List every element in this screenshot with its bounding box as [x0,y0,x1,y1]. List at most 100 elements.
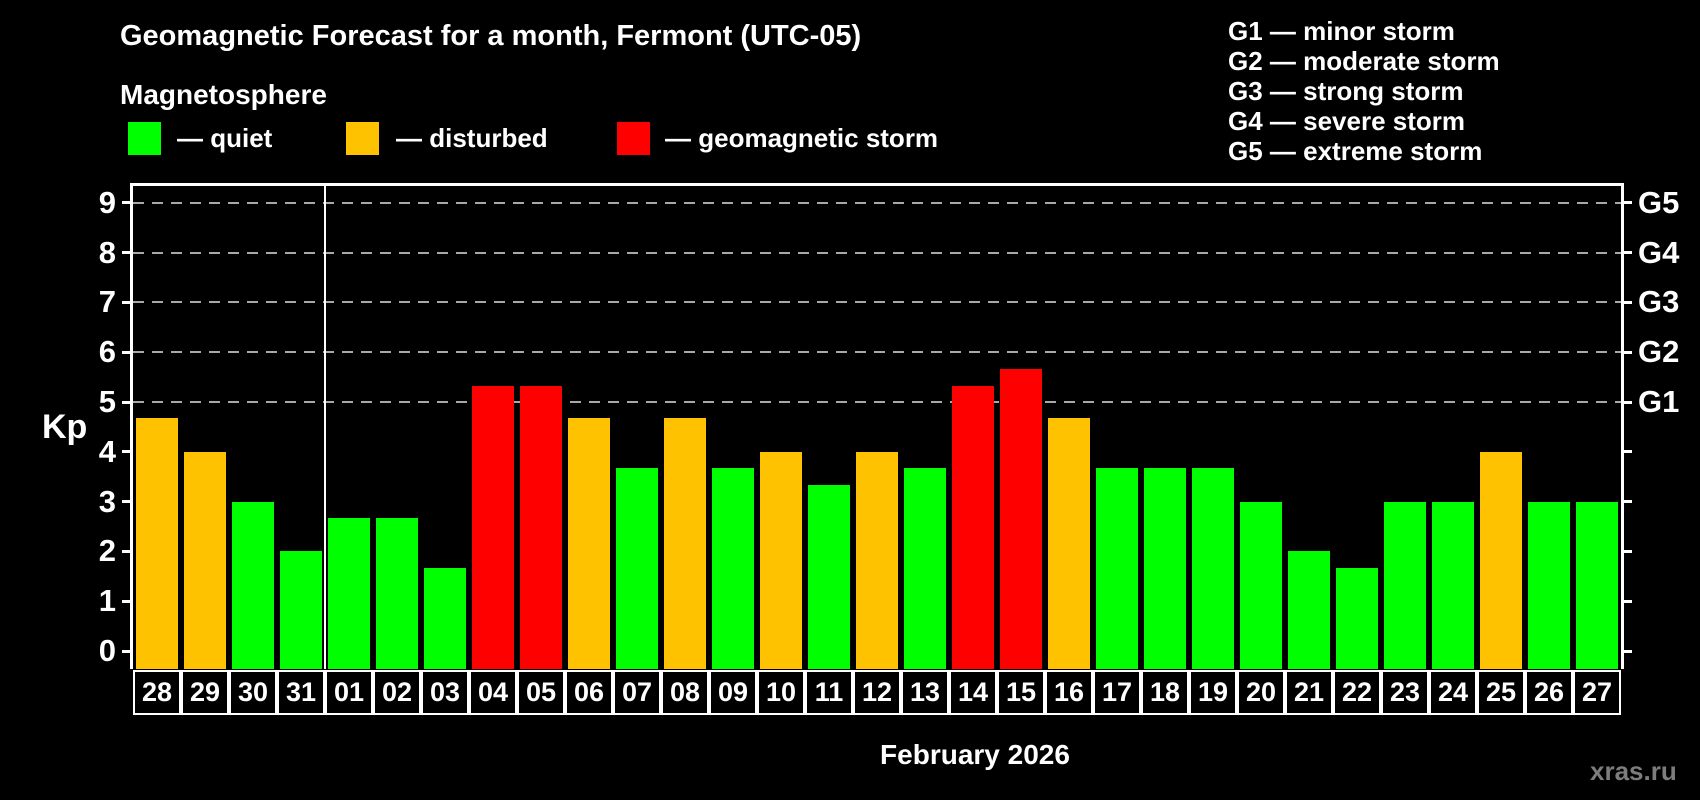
storm-scale-line-g2: G2 — moderate storm [1228,46,1500,76]
xras-watermark: xras.ru [1590,756,1677,786]
y-axis-tick [122,201,130,205]
kp-bar [280,551,322,669]
kp-bar [1384,501,1426,669]
y-axis-tick [122,599,130,603]
kp-bar [1144,468,1186,669]
date-cell: 28 [133,670,181,715]
right-axis-tick [1624,599,1632,603]
y-axis-tick [122,400,130,404]
date-cell: 23 [1381,670,1429,715]
y-axis-label: 1 [98,583,116,619]
kp-bar [1096,468,1138,669]
y-axis-label: 4 [98,433,116,469]
date-cell: 15 [997,670,1045,715]
y-axis-tick [122,350,130,354]
date-cell: 12 [853,670,901,715]
quiet-legend-label: — quiet [177,123,273,153]
date-cell: 22 [1333,670,1381,715]
kp-axis-title: Kp [42,408,88,446]
magnetosphere-label: Magnetosphere [120,79,327,110]
storm-scale-line-g1: G1 — minor storm [1228,16,1455,46]
date-cell: 20 [1237,670,1285,715]
storm-scale-legend: G1 — minor storm G2 — moderate storm G3 … [1228,16,1500,166]
date-cell: 06 [565,670,613,715]
kp-bar [1048,418,1090,669]
kp-bar [136,418,178,669]
g-level-label: G1 [1638,384,1680,419]
kp-bar [808,485,850,669]
right-axis-tick [1624,300,1632,304]
right-axis-tick [1624,350,1632,354]
kp-bar [1528,501,1570,669]
right-axis-tick [1624,500,1632,504]
date-cell: 30 [229,670,277,715]
g-level-label: G5 [1638,184,1680,220]
plot-area [130,183,1624,669]
y-axis-tick [122,300,130,304]
date-cell: 04 [469,670,517,715]
disturbed-color-swatch [346,122,379,155]
date-cell: 09 [709,670,757,715]
kp-bar [904,468,946,669]
right-axis-tick [1624,549,1632,553]
date-cell: 17 [1093,670,1141,715]
date-cell: 19 [1189,670,1237,715]
date-cell: 24 [1429,670,1477,715]
kp-bar [1432,501,1474,669]
y-axis-tick [122,649,130,653]
kp-bar [1000,368,1042,669]
date-cell: 13 [901,670,949,715]
date-cell: 18 [1141,670,1189,715]
g-level-label: G4 [1638,234,1680,270]
kp-bar [520,385,562,669]
y-axis-tick [122,500,130,504]
storm-legend-label: — geomagnetic storm [665,123,939,153]
date-cell: 02 [373,670,421,715]
kp-bar [1288,551,1330,669]
date-cell: 26 [1525,670,1573,715]
date-cell: 10 [757,670,805,715]
right-axis-tick [1624,450,1632,454]
y-axis-tick [122,251,130,255]
gridline [133,201,1621,204]
date-cell: 03 [421,670,469,715]
date-cell: 08 [661,670,709,715]
kp-bar [760,451,802,669]
right-axis-tick [1624,400,1632,404]
kp-bar [232,501,274,669]
kp-bar [616,468,658,669]
kp-bar [952,385,994,669]
right-axis-tick [1624,251,1632,255]
y-axis-tick [122,549,130,553]
gridline [133,401,1621,403]
kp-bar [184,451,226,669]
disturbed-legend-label: — disturbed [396,123,548,153]
right-axis-tick [1624,649,1632,653]
date-cell: 25 [1477,670,1525,715]
date-cell: 16 [1045,670,1093,715]
y-axis-label: 9 [98,184,116,220]
kp-bar [568,418,610,669]
date-cell: 21 [1285,670,1333,715]
date-cell: 01 [325,670,373,715]
kp-bar [856,451,898,669]
storm-scale-line-g5: G5 — extreme storm [1228,136,1483,166]
y-axis-tick [122,450,130,454]
kp-bar [1480,451,1522,669]
y-axis-label: 5 [98,384,116,419]
g-level-label: G3 [1638,284,1680,320]
date-cell: 29 [181,670,229,715]
y-axis-label: 6 [98,334,116,370]
kp-bar [472,385,514,669]
kp-bar [1336,567,1378,669]
kp-bar [1576,501,1618,669]
date-cell: 07 [613,670,661,715]
gridline [133,301,1621,304]
y-axis-label: 8 [98,234,116,270]
date-cell: 05 [517,670,565,715]
storm-scale-line-g3: G3 — strong storm [1228,76,1464,106]
kp-bar [712,468,754,669]
page-title: Geomagnetic Forecast for a month, Fermon… [120,20,862,52]
